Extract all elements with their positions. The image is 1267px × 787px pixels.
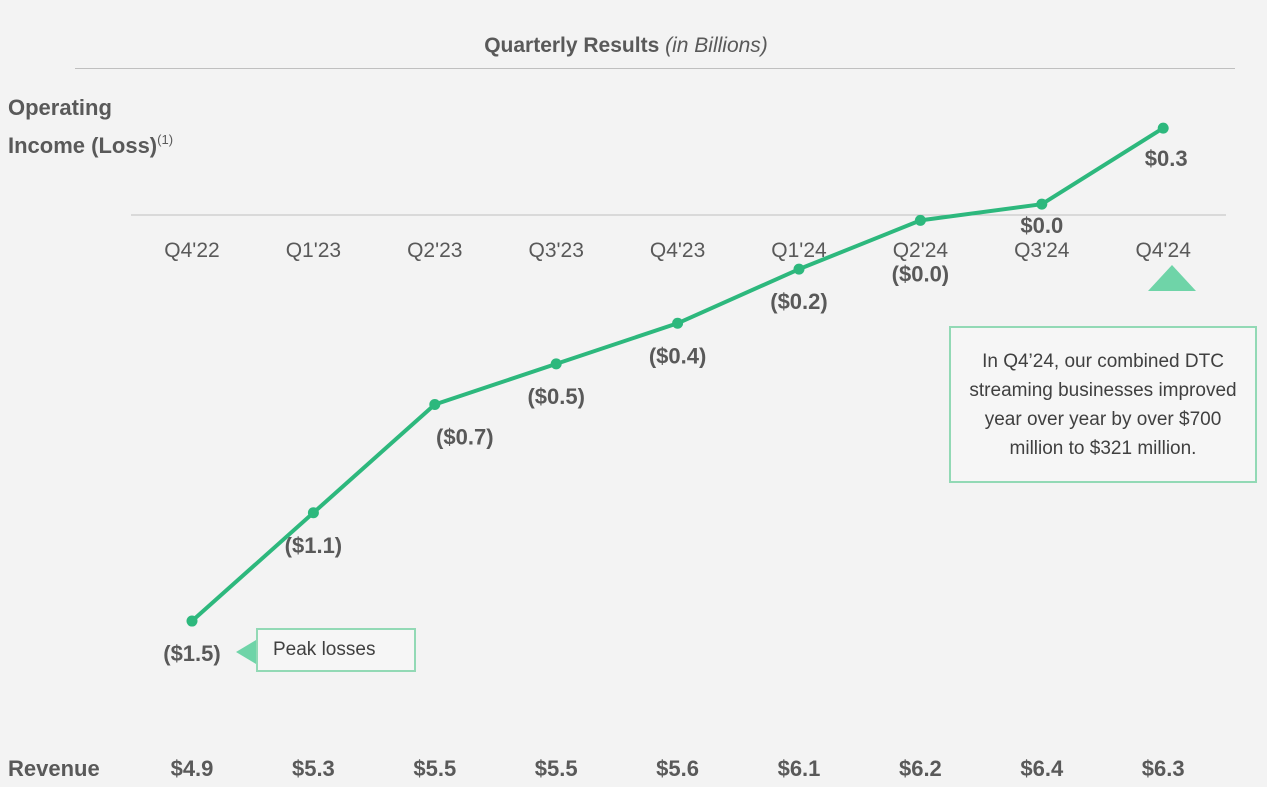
revenue-value: $4.9 [170, 756, 214, 781]
revenue-value: $6.3 [1141, 756, 1185, 781]
data-point [914, 214, 926, 226]
x-tick-label: Q1'24 [771, 239, 827, 262]
revenue-value: $6.1 [777, 756, 821, 781]
revenue-value: $6.2 [898, 756, 942, 781]
x-tick-label: Q3'24 [1014, 239, 1070, 262]
data-label: ($0.7) [436, 424, 493, 449]
revenue-value: $5.3 [291, 756, 335, 781]
q4-24-highlight-triangle-icon [1148, 265, 1196, 291]
data-label: ($0.2) [770, 289, 827, 314]
data-point [793, 263, 805, 275]
revenue-value: $6.4 [1020, 756, 1064, 781]
callout-text: In Q4’24, our combined DTC streaming bus… [969, 350, 1237, 459]
peak-losses-box: Peak losses [256, 628, 416, 672]
data-point [307, 507, 319, 519]
data-point [672, 317, 684, 329]
data-point [1036, 198, 1048, 210]
revenue-value: $5.6 [656, 756, 699, 781]
x-tick-label: Q4'23 [650, 239, 705, 262]
revenue-value: $5.5 [534, 756, 578, 781]
data-label: $0.0 [1020, 213, 1063, 238]
x-tick-label: Q3'23 [529, 239, 584, 262]
y-axis-label-line2-text: Income (Loss) [8, 133, 158, 158]
data-point [1157, 122, 1169, 134]
chart-title: Quarterly Results (in Billions) [0, 34, 1252, 58]
x-tick-label: Q1'23 [286, 239, 341, 262]
footnote-marker: (1) [157, 132, 174, 147]
chart-title-sub: (in Billions) [665, 34, 768, 57]
data-label: $0.3 [1145, 146, 1188, 171]
x-tick-label: Q4'24 [1136, 239, 1192, 262]
callout-box: In Q4’24, our combined DTC streaming bus… [949, 326, 1257, 483]
data-label: ($1.5) [163, 641, 220, 666]
peak-losses-arrow-icon [236, 640, 256, 664]
data-label: ($0.0) [892, 261, 949, 286]
x-tick-label: Q2'24 [893, 239, 949, 262]
y-axis-label-line2: Income (Loss)(1) [8, 124, 173, 162]
title-divider [75, 68, 1235, 69]
data-label: ($1.1) [285, 533, 342, 558]
data-label: ($0.4) [649, 343, 706, 368]
x-tick-label: Q4'22 [164, 239, 219, 262]
x-tick-label: Q2'23 [407, 239, 462, 262]
y-axis-label-line1: Operating [8, 95, 112, 120]
chart-title-main: Quarterly Results [484, 34, 660, 57]
data-point [186, 615, 198, 627]
data-point [550, 358, 562, 370]
data-point [429, 398, 441, 410]
peak-losses-label: Peak losses [273, 639, 376, 660]
y-axis-label: Operating Income (Loss)(1) [8, 92, 173, 162]
revenue-label: Revenue [8, 756, 100, 781]
chart-marks: Q4'22 Q1'23 Q2'23 Q3'23 Q4'23 Q1'24 Q2'24 Q3'24… [163, 122, 1192, 666]
revenue-value: $5.5 [413, 756, 457, 781]
data-label: ($0.5) [527, 384, 584, 409]
